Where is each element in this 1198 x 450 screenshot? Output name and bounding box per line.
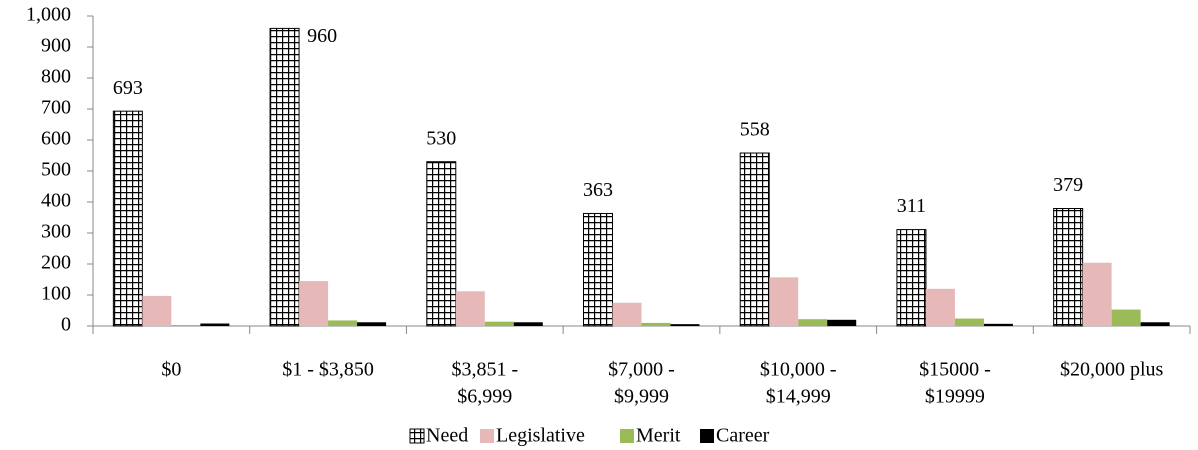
bar (769, 277, 799, 326)
bar (827, 319, 857, 326)
y-tick-label: 400 (41, 190, 71, 212)
y-tick-label: 100 (41, 283, 71, 305)
data-label: 558 (740, 119, 770, 141)
bar (426, 161, 457, 327)
y-tick-label: 300 (41, 221, 71, 243)
bar (983, 323, 1013, 326)
bar (200, 323, 230, 326)
y-tick-label: 500 (41, 159, 71, 181)
y-tick-label: 600 (41, 128, 71, 150)
bar (739, 152, 770, 327)
bar (328, 320, 358, 326)
x-tick-label: $10,000 - (760, 359, 837, 381)
legend-label: Merit (636, 425, 681, 447)
bar (612, 302, 642, 326)
bar (269, 27, 300, 327)
x-tick-label: $7,000 - (608, 359, 675, 381)
bar (171, 325, 201, 326)
x-tick-label: $1 - $3,850 (282, 359, 374, 381)
bar (112, 110, 143, 327)
legend-swatch (700, 429, 714, 443)
bar (583, 212, 613, 327)
y-tick-label: 700 (41, 97, 71, 119)
bar (1053, 208, 1084, 327)
bar (1140, 322, 1170, 326)
x-tick-label: $20,000 plus (1060, 359, 1164, 381)
x-tick-label: $0 (161, 359, 181, 381)
y-tick-label: 800 (41, 66, 71, 88)
data-label: 311 (897, 195, 926, 217)
legend-swatch (620, 429, 634, 443)
bar (798, 319, 828, 326)
bar (513, 322, 543, 326)
bar (896, 229, 927, 327)
y-tick-label: 0 (61, 314, 71, 336)
bar (670, 324, 700, 326)
data-label: 530 (426, 127, 456, 149)
bar (954, 318, 984, 326)
legend-label: Legislative (496, 425, 585, 447)
y-tick-label: 900 (41, 35, 71, 57)
y-tick-label: 1,000 (26, 4, 71, 26)
legend-label: Need (426, 425, 468, 447)
bar (641, 322, 671, 326)
legend-swatch (409, 428, 425, 444)
data-label: 363 (583, 179, 613, 201)
x-tick-label: $3,851 - (451, 359, 518, 381)
legend-label: Career (716, 425, 770, 447)
bar (484, 321, 514, 326)
bar (925, 288, 955, 326)
legend-swatch (480, 429, 494, 443)
x-tick-label: $19999 (925, 386, 985, 408)
x-tick-label: $6,999 (457, 386, 512, 408)
bar (1082, 262, 1112, 326)
bar (1111, 309, 1141, 326)
x-tick-label: $14,999 (766, 386, 831, 408)
bar (299, 281, 329, 326)
data-label: 960 (307, 25, 337, 47)
bar (357, 322, 387, 326)
x-tick-label: $9,999 (614, 386, 669, 408)
data-label: 693 (113, 77, 143, 99)
x-tick-label: $15000 - (919, 359, 991, 381)
bar (142, 295, 172, 326)
y-tick-label: 200 (41, 252, 71, 274)
bar (455, 291, 485, 326)
data-label: 379 (1053, 174, 1083, 196)
